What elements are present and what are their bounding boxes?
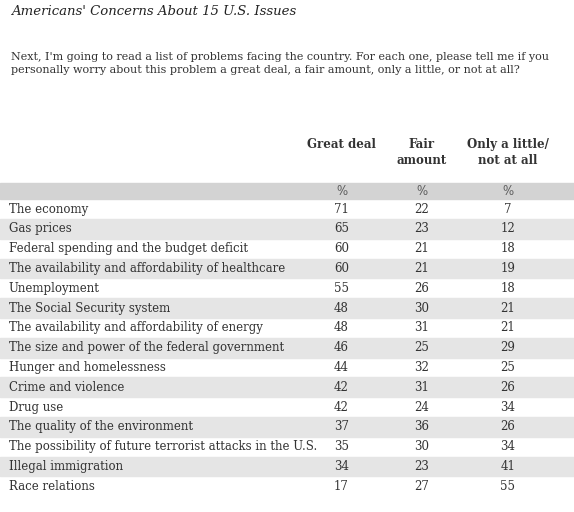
Text: 31: 31 bbox=[414, 322, 429, 334]
Text: Gas prices: Gas prices bbox=[9, 222, 71, 236]
Bar bbox=[0, 338, 574, 358]
Text: 7: 7 bbox=[504, 203, 512, 216]
Text: 26: 26 bbox=[414, 282, 429, 295]
Text: 24: 24 bbox=[414, 400, 429, 414]
Text: %: % bbox=[416, 185, 428, 198]
Bar bbox=[0, 259, 574, 279]
Text: Americans' Concerns About 15 U.S. Issues: Americans' Concerns About 15 U.S. Issues bbox=[11, 5, 297, 18]
Text: 46: 46 bbox=[334, 341, 349, 354]
Text: 21: 21 bbox=[414, 242, 429, 255]
Text: Only a little/
not at all: Only a little/ not at all bbox=[467, 138, 549, 167]
Text: 42: 42 bbox=[334, 400, 349, 414]
Text: 29: 29 bbox=[501, 341, 515, 354]
Text: The availability and affordability of healthcare: The availability and affordability of he… bbox=[9, 262, 285, 275]
Text: 18: 18 bbox=[501, 282, 515, 295]
Text: 55: 55 bbox=[334, 282, 349, 295]
Text: 21: 21 bbox=[414, 262, 429, 275]
Text: 21: 21 bbox=[501, 302, 515, 315]
Text: 60: 60 bbox=[334, 242, 349, 255]
Text: 34: 34 bbox=[501, 440, 515, 453]
Bar bbox=[0, 183, 574, 199]
Text: 42: 42 bbox=[334, 381, 349, 394]
Text: The availability and affordability of energy: The availability and affordability of en… bbox=[9, 322, 262, 334]
Text: 25: 25 bbox=[501, 361, 515, 374]
Text: 36: 36 bbox=[414, 420, 429, 434]
Text: Great deal: Great deal bbox=[307, 138, 376, 151]
Text: 26: 26 bbox=[501, 381, 515, 394]
Text: 12: 12 bbox=[501, 222, 515, 236]
Text: 30: 30 bbox=[414, 440, 429, 453]
Text: The quality of the environment: The quality of the environment bbox=[9, 420, 193, 434]
Bar bbox=[0, 219, 574, 239]
Text: 41: 41 bbox=[501, 460, 515, 473]
Text: 32: 32 bbox=[414, 361, 429, 374]
Text: 23: 23 bbox=[414, 222, 429, 236]
Text: 48: 48 bbox=[334, 302, 349, 315]
Text: 35: 35 bbox=[334, 440, 349, 453]
Text: 71: 71 bbox=[334, 203, 349, 216]
Text: Drug use: Drug use bbox=[9, 400, 63, 414]
Text: 31: 31 bbox=[414, 381, 429, 394]
Text: %: % bbox=[502, 185, 514, 198]
Text: 65: 65 bbox=[334, 222, 349, 236]
Text: %: % bbox=[336, 185, 347, 198]
Text: The possibility of future terrorist attacks in the U.S.: The possibility of future terrorist atta… bbox=[9, 440, 317, 453]
Text: Illegal immigration: Illegal immigration bbox=[9, 460, 123, 473]
Bar bbox=[0, 298, 574, 318]
Text: Crime and violence: Crime and violence bbox=[9, 381, 124, 394]
Text: 44: 44 bbox=[334, 361, 349, 374]
Text: The economy: The economy bbox=[9, 203, 88, 216]
Text: The Social Security system: The Social Security system bbox=[9, 302, 170, 315]
Text: Race relations: Race relations bbox=[9, 480, 95, 493]
Text: Unemployment: Unemployment bbox=[9, 282, 99, 295]
Text: Federal spending and the budget deficit: Federal spending and the budget deficit bbox=[9, 242, 247, 255]
Text: 22: 22 bbox=[414, 203, 429, 216]
Text: 23: 23 bbox=[414, 460, 429, 473]
Text: 37: 37 bbox=[334, 420, 349, 434]
Text: 27: 27 bbox=[414, 480, 429, 493]
Bar bbox=[0, 417, 574, 437]
Text: 34: 34 bbox=[334, 460, 349, 473]
Text: 21: 21 bbox=[501, 322, 515, 334]
Text: Hunger and homelessness: Hunger and homelessness bbox=[9, 361, 165, 374]
Text: 48: 48 bbox=[334, 322, 349, 334]
Text: 18: 18 bbox=[501, 242, 515, 255]
Text: 60: 60 bbox=[334, 262, 349, 275]
Text: 17: 17 bbox=[334, 480, 349, 493]
Text: Next, I'm going to read a list of problems facing the country. For each one, ple: Next, I'm going to read a list of proble… bbox=[11, 52, 549, 75]
Bar bbox=[0, 377, 574, 397]
Text: 26: 26 bbox=[501, 420, 515, 434]
Text: The size and power of the federal government: The size and power of the federal govern… bbox=[9, 341, 284, 354]
Text: 34: 34 bbox=[501, 400, 515, 414]
Text: 19: 19 bbox=[501, 262, 515, 275]
Text: 55: 55 bbox=[501, 480, 515, 493]
Text: Fair
amount: Fair amount bbox=[397, 138, 447, 167]
Text: 30: 30 bbox=[414, 302, 429, 315]
Bar bbox=[0, 457, 574, 477]
Text: 25: 25 bbox=[414, 341, 429, 354]
